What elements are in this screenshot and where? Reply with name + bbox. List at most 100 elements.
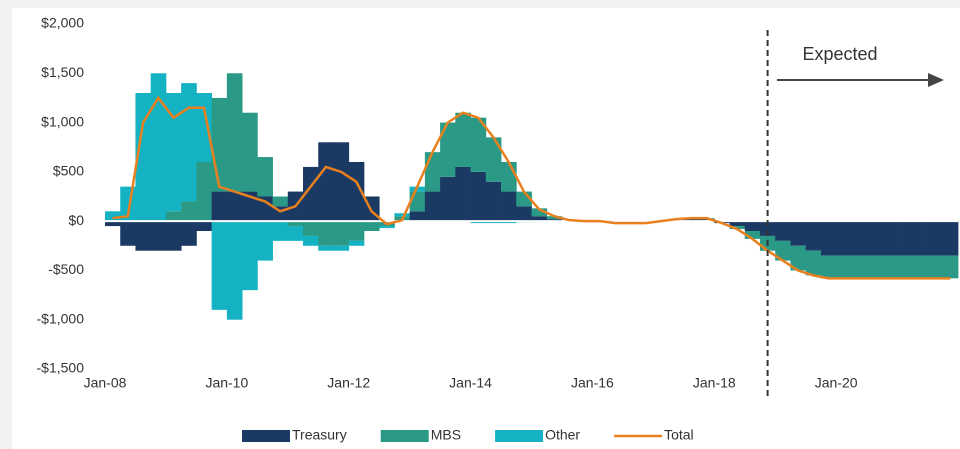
- legend-swatch: [242, 430, 290, 442]
- bar-segment: [531, 216, 548, 222]
- bar-segment: [805, 250, 822, 276]
- bar-segment: [120, 221, 136, 246]
- bar-segment: [455, 112, 471, 167]
- bar-segment: [287, 221, 304, 227]
- bar-segment: [303, 235, 319, 246]
- bar-segment: [546, 216, 563, 220]
- bar-segment: [942, 221, 959, 256]
- bar-segment: [318, 245, 334, 251]
- bar-segment: [851, 221, 868, 256]
- bar-segment: [516, 206, 532, 222]
- bar-segment: [272, 196, 289, 207]
- bar-segment: [242, 221, 258, 291]
- bar-segment: [165, 93, 182, 212]
- x-tick-label: Jan-18: [693, 375, 736, 391]
- bar-segment: [790, 221, 807, 246]
- bar-segment: [135, 93, 152, 222]
- bar-segment: [470, 171, 487, 222]
- bar-segment: [165, 211, 182, 222]
- bar-segment: [150, 221, 167, 251]
- y-tick-label: $2,000: [41, 15, 84, 31]
- annotation: Expected: [802, 44, 877, 64]
- bar-segment: [333, 221, 350, 246]
- bar-segment: [165, 221, 182, 251]
- bar-segment: [759, 221, 776, 236]
- bar-segment: [211, 191, 228, 222]
- bar-segment: [455, 166, 471, 222]
- bar-segment: [226, 191, 243, 222]
- bar-segment: [897, 221, 913, 256]
- bar-segment: [409, 211, 426, 222]
- y-tick-label: $0: [68, 212, 84, 228]
- bar-segment: [501, 191, 517, 222]
- bar-segment: [485, 181, 502, 222]
- bar-segment: [866, 221, 883, 256]
- bar-segment: [927, 255, 944, 279]
- bar-segment: [942, 255, 959, 279]
- bar-segment: [440, 122, 456, 177]
- legend-label: MBS: [431, 427, 461, 443]
- bar-segment: [303, 221, 319, 236]
- bar-segment: [348, 221, 365, 241]
- bar-segment: [135, 221, 152, 251]
- x-tick-label: Jan-12: [327, 375, 370, 391]
- bar-segment: [196, 221, 213, 231]
- bar-segment: [531, 208, 548, 217]
- bar-segment: [318, 142, 334, 222]
- bar-segment: [363, 221, 380, 231]
- x-tick-label: Jan-20: [815, 375, 858, 391]
- bar-segment: [196, 162, 213, 222]
- x-tick-label: Jan-10: [205, 375, 248, 391]
- bar-segment: [181, 221, 197, 246]
- y-tick-label: $1,000: [41, 113, 84, 129]
- y-tick-label: -$500: [48, 261, 84, 277]
- bar-segment: [181, 83, 197, 202]
- arrow-head: [928, 73, 944, 87]
- bar-segment: [257, 221, 273, 261]
- bar-segment: [927, 221, 944, 256]
- x-tick-label: Jan-16: [571, 375, 614, 391]
- legend-label: Total: [664, 427, 694, 443]
- bar-segment: [744, 231, 761, 239]
- bar-segment: [379, 226, 395, 229]
- bar-segment: [485, 137, 502, 182]
- bar-segment: [181, 201, 197, 222]
- x-tick-label: Jan-08: [84, 375, 127, 391]
- legend-label: Other: [545, 427, 580, 443]
- bar-segment: [211, 221, 228, 310]
- bar-segment: [912, 221, 928, 256]
- bar-segment: [744, 221, 761, 231]
- bar-segment: [836, 221, 852, 256]
- bar-segment: [409, 191, 426, 212]
- bar-segment: [790, 245, 807, 271]
- y-tick-label: $500: [53, 163, 84, 179]
- bar-segment: [394, 213, 411, 217]
- bar-segment: [348, 162, 365, 222]
- bar-segment: [470, 117, 487, 172]
- x-tick-label: Jan-14: [449, 375, 492, 391]
- bar-segment: [226, 221, 243, 320]
- bar-segment: [105, 221, 121, 227]
- legend-label: Treasury: [292, 427, 347, 443]
- bar-segment: [424, 191, 441, 222]
- bar-segment: [775, 240, 791, 261]
- bar-segment: [196, 93, 213, 162]
- bar-segment: [881, 255, 898, 279]
- bar-segment: [242, 112, 258, 192]
- bar-segment: [729, 221, 746, 227]
- bar-segment: [805, 221, 822, 251]
- bar-segment: [866, 255, 883, 279]
- bar-segment: [836, 255, 852, 279]
- bar-segment: [272, 221, 289, 241]
- y-tick-label: -$1,500: [37, 360, 85, 376]
- y-tick-label: $1,500: [41, 64, 84, 80]
- total-line: [112, 95, 951, 280]
- bar-segment: [820, 255, 837, 279]
- bar-segment: [348, 240, 365, 246]
- bar-segment: [820, 221, 837, 256]
- bar-segment: [257, 157, 273, 197]
- bar-segment: [912, 255, 928, 279]
- bar-segment: [881, 221, 898, 256]
- bar-segment: [501, 162, 517, 192]
